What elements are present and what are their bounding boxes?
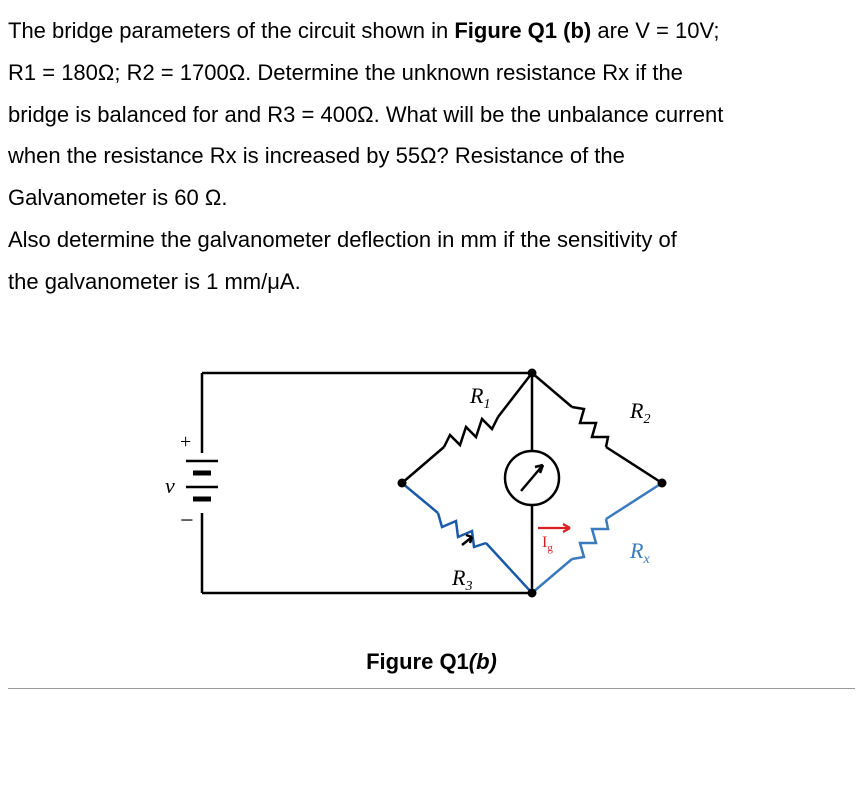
text: The bridge parameters of the circuit sho… <box>8 18 454 43</box>
text: bridge is balanced for and R3 = 400Ω. Wh… <box>8 102 723 127</box>
figure-container: + − v <box>8 333 855 690</box>
r2-label: R2 <box>629 398 650 427</box>
bridge-circuit-diagram: + − v <box>132 333 732 633</box>
figure-caption: Figure Q1(b) <box>8 641 855 690</box>
problem-statement: The bridge parameters of the circuit sho… <box>8 10 855 303</box>
r1-label: R1 <box>469 383 490 412</box>
galvanometer <box>505 373 559 593</box>
caption-text: Figure Q1 <box>366 649 469 674</box>
battery-icon <box>186 461 218 499</box>
caption-part: (b) <box>469 649 497 674</box>
text: are V = 10V; <box>591 18 719 43</box>
text: R1 = 180Ω; R2 = 1700Ω. Determine the unk… <box>8 60 683 85</box>
minus-label: − <box>180 508 194 534</box>
rx-label: Rx <box>629 538 650 567</box>
text: when the resistance Rx is increased by 5… <box>8 143 625 168</box>
figure-ref: Figure Q1 (b) <box>454 18 591 43</box>
v-label: v <box>165 473 175 498</box>
text: the galvanometer is 1 mm/μA. <box>8 269 301 294</box>
text: Also determine the galvanometer deflecti… <box>8 227 677 252</box>
plus-label: + <box>180 431 191 453</box>
ig-label: Ig <box>542 534 553 554</box>
r3-arm <box>402 483 532 593</box>
r3-label: R3 <box>451 565 472 594</box>
ig-arrow <box>538 524 570 532</box>
text: Galvanometer is 60 Ω. <box>8 185 227 210</box>
